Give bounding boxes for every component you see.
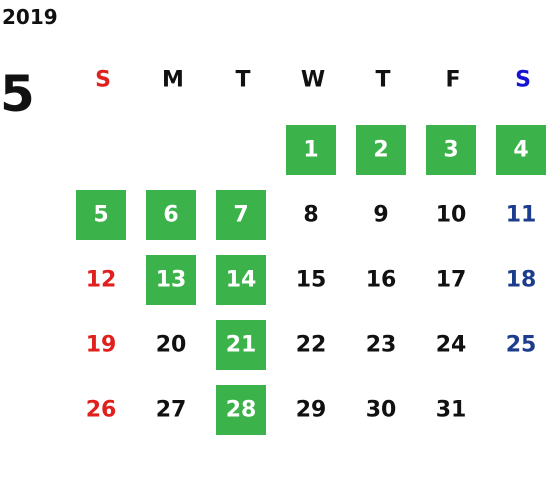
year: 2019 <box>2 5 58 29</box>
highlight-box <box>216 190 266 240</box>
highlight-box <box>216 385 266 435</box>
day: 29 <box>296 398 327 423</box>
day: 9 <box>373 203 388 228</box>
highlight-box <box>496 125 546 175</box>
day: 3 <box>443 138 458 163</box>
weekday-header: S <box>95 68 111 93</box>
highlight-box <box>216 320 266 370</box>
day: 5 <box>93 203 108 228</box>
day: 23 <box>366 333 397 358</box>
highlight-box <box>356 125 406 175</box>
day: 4 <box>513 138 528 163</box>
day: 7 <box>233 203 248 228</box>
day: 14 <box>226 268 257 293</box>
weekday-header: T <box>235 68 250 93</box>
day: 19 <box>86 333 117 358</box>
day: 18 <box>506 268 537 293</box>
day: 22 <box>296 333 327 358</box>
day: 10 <box>436 203 467 228</box>
highlight-box <box>216 255 266 305</box>
weekday-header: T <box>375 68 390 93</box>
day: 8 <box>303 203 318 228</box>
day: 6 <box>163 203 178 228</box>
weekday-header: S <box>515 68 531 93</box>
month: 5 <box>0 65 35 123</box>
day: 31 <box>436 398 467 423</box>
day: 13 <box>156 268 187 293</box>
day: 25 <box>506 333 537 358</box>
day: 15 <box>296 268 327 293</box>
day: 27 <box>156 398 187 423</box>
day: 21 <box>226 333 257 358</box>
day: 17 <box>436 268 467 293</box>
day: 11 <box>506 203 537 228</box>
day: 26 <box>86 398 117 423</box>
day: 24 <box>436 333 467 358</box>
highlight-box <box>146 190 196 240</box>
day: 2 <box>373 138 388 163</box>
day: 12 <box>86 268 117 293</box>
weekday-header: F <box>445 68 460 93</box>
day: 28 <box>226 398 257 423</box>
highlight-box <box>146 255 196 305</box>
day: 20 <box>156 333 187 358</box>
day: 30 <box>366 398 397 423</box>
weekday-header: W <box>301 68 325 93</box>
highlight-box <box>426 125 476 175</box>
weekday-header: M <box>162 68 184 93</box>
highlight-box <box>286 125 336 175</box>
day: 16 <box>366 268 397 293</box>
highlight-box <box>76 190 126 240</box>
day: 1 <box>303 138 318 163</box>
